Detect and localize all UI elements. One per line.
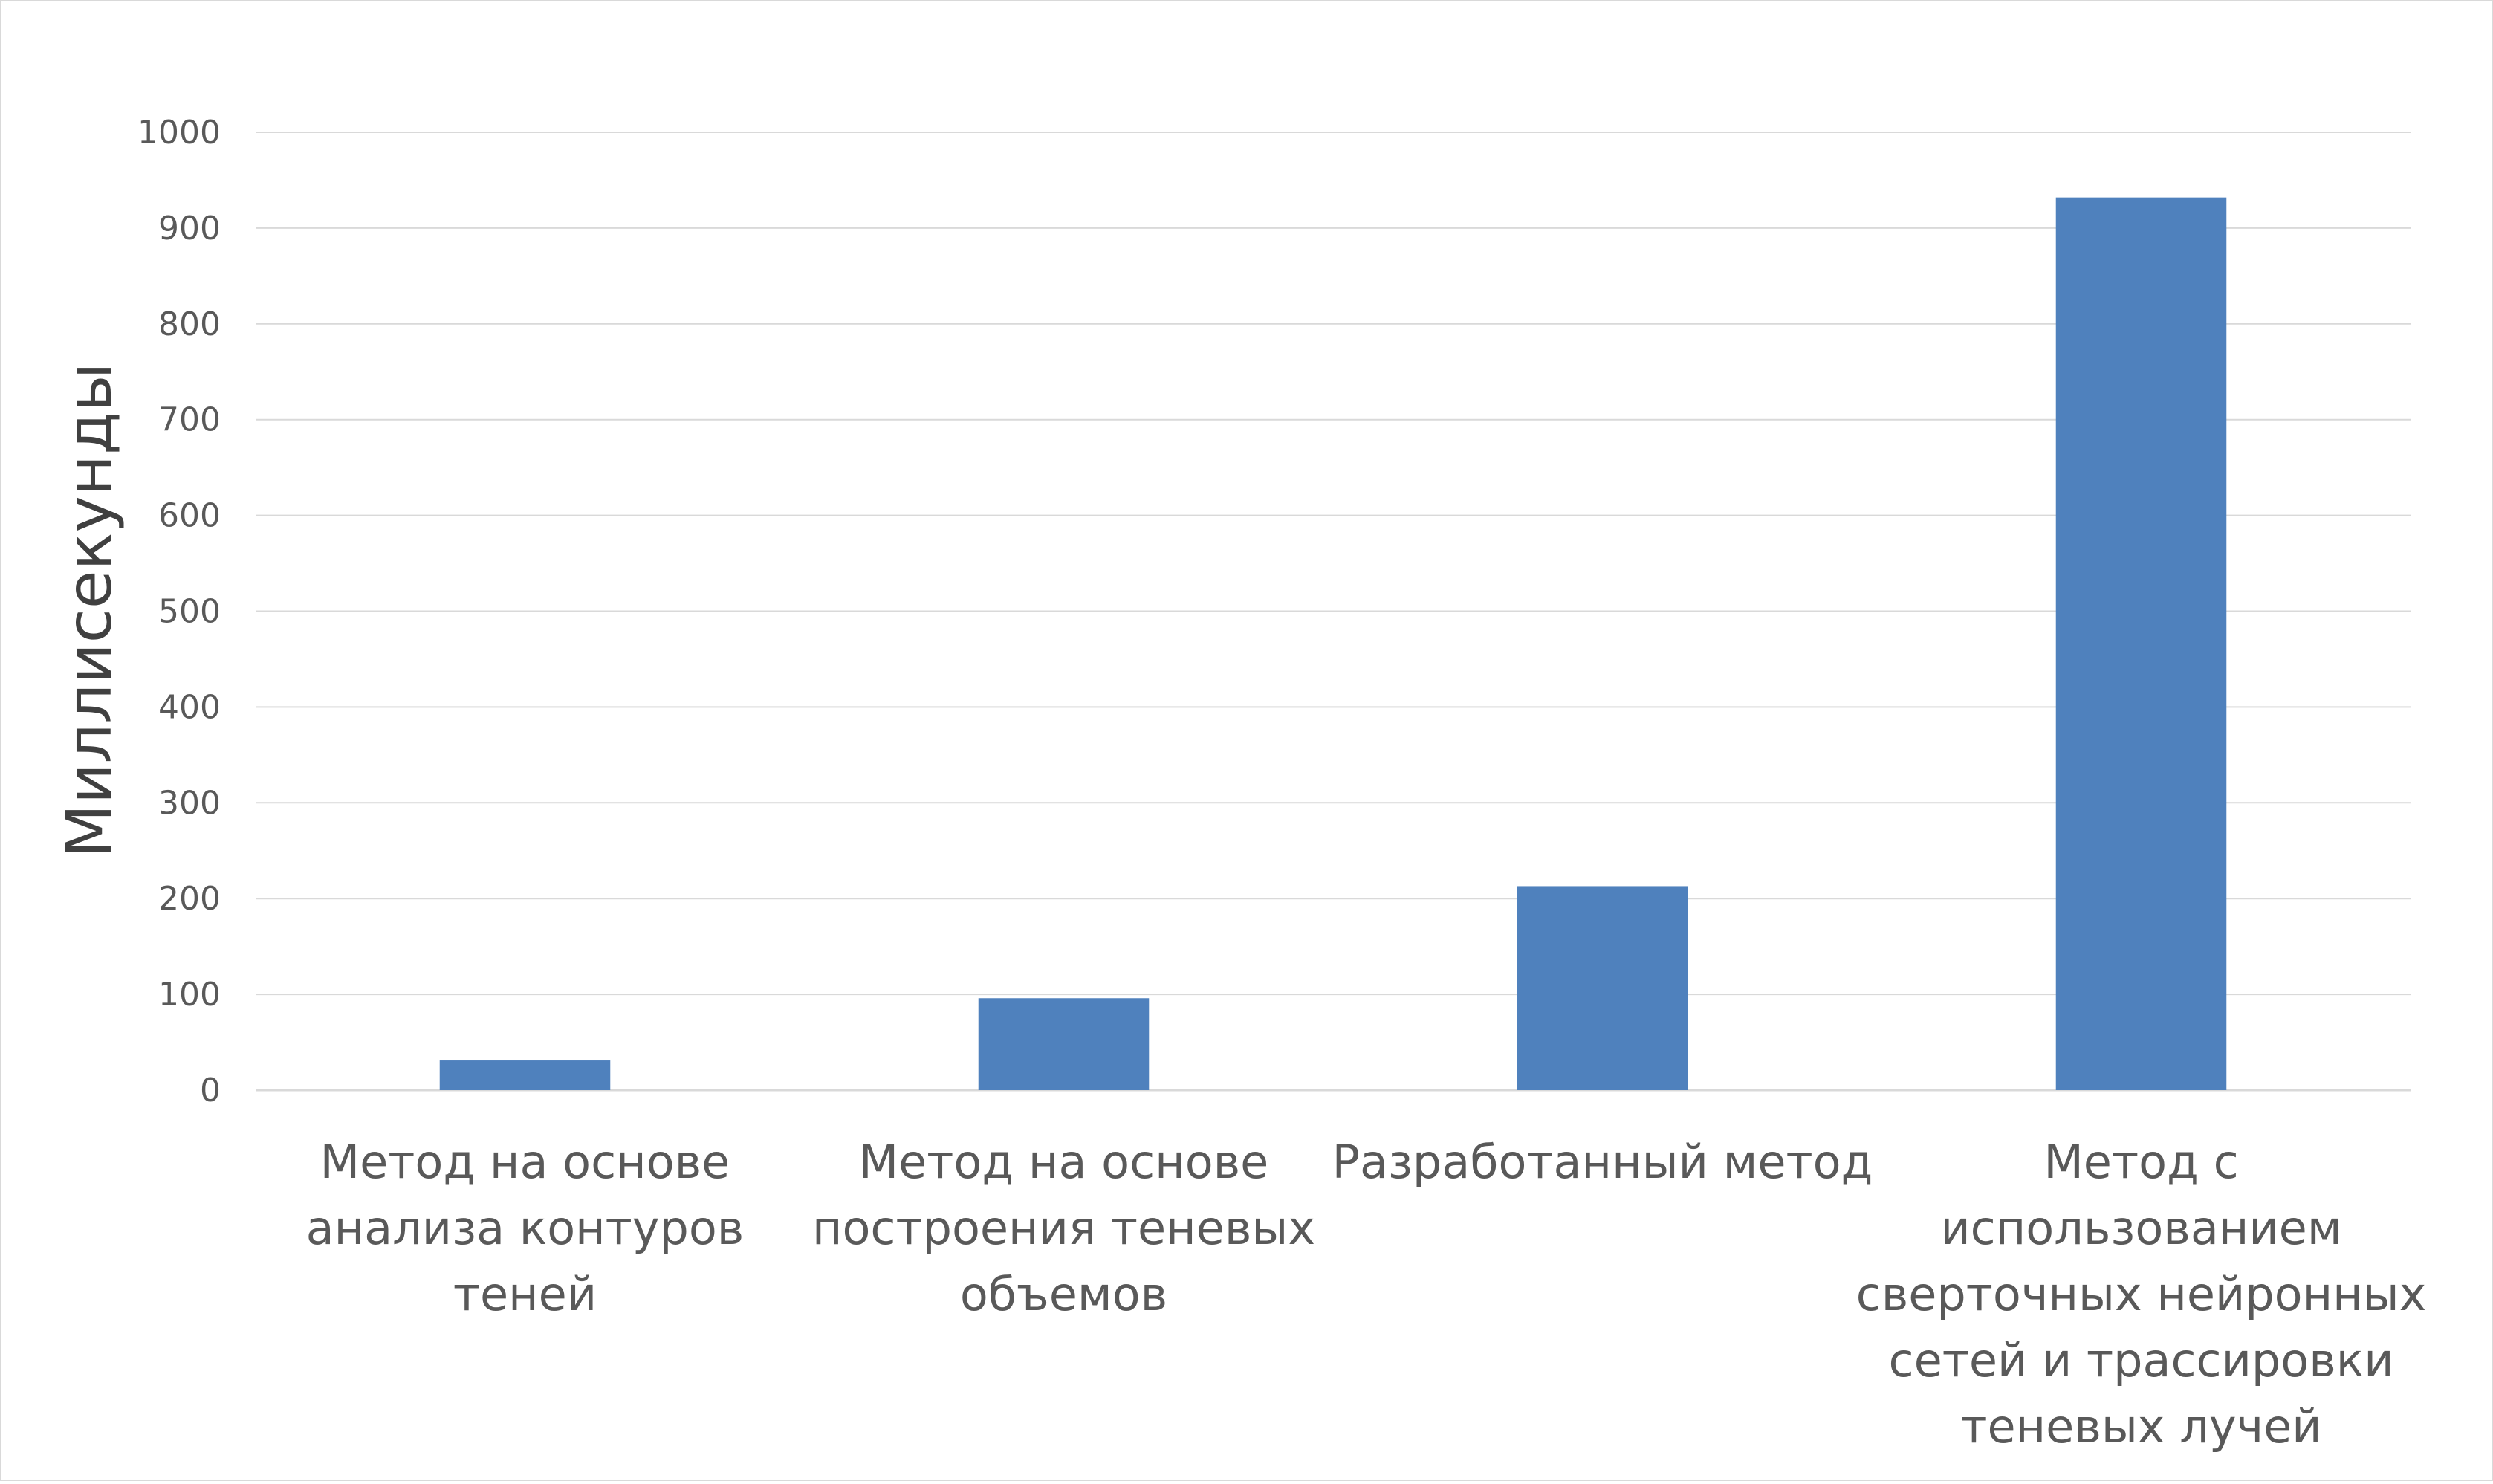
x-category-label-line: сверточных нейронных [1856, 1267, 2427, 1321]
y-tick-label: 0 [200, 1072, 221, 1109]
x-category-label-line: теней [453, 1267, 597, 1321]
x-category-label-line: объемов [960, 1267, 1167, 1321]
bar [439, 1060, 611, 1090]
y-tick-label: 700 [158, 401, 221, 439]
x-category-label: Разработанный метод [1332, 1135, 1873, 1189]
x-category-label-line: Метод с [2043, 1135, 2238, 1189]
x-category-label-line: Разработанный метод [1332, 1135, 1873, 1189]
x-category-label-line: Метод на основе [320, 1135, 730, 1189]
x-category-label-line: построения теневых [812, 1201, 1315, 1255]
x-category-label-line: Метод на основе [859, 1135, 1269, 1189]
x-category-label: Метод на основе анализа контуров теней [306, 1135, 745, 1321]
x-category-label-line: сетей и трассировки [1888, 1333, 2393, 1387]
y-tick-label: 600 [158, 497, 221, 535]
y-tick-label: 800 [158, 305, 221, 343]
y-axis-ticks: 0 100 200 300 400 500 600 700 800 900 1000 [137, 114, 221, 1109]
bar [1517, 886, 1688, 1090]
y-axis-label: Миллисекунды [53, 363, 126, 858]
y-tick-label: 200 [158, 880, 221, 918]
y-tick-label: 1000 [137, 114, 221, 152]
bar [978, 998, 1150, 1090]
x-category-label: Метод на основе построения теневых объемов [812, 1135, 1315, 1321]
gridlines [256, 132, 2411, 1092]
y-tick-label: 100 [158, 976, 221, 1014]
bar [2055, 197, 2227, 1091]
x-category-label-line: анализа контуров [306, 1201, 745, 1255]
y-tick-label: 400 [158, 688, 221, 726]
x-axis-categories: Метод на основе анализа контуров тенейМето… [306, 1135, 2427, 1454]
y-tick-label: 500 [158, 593, 221, 631]
x-category-label-line: использованием [1940, 1201, 2341, 1255]
x-category-label-line: теневых лучей [1960, 1399, 2321, 1454]
x-category-label: Метод с использованием сверточных нейронны… [1856, 1135, 2427, 1454]
bars [439, 197, 2227, 1091]
y-tick-label: 900 [158, 210, 221, 247]
y-tick-label: 300 [158, 784, 221, 822]
